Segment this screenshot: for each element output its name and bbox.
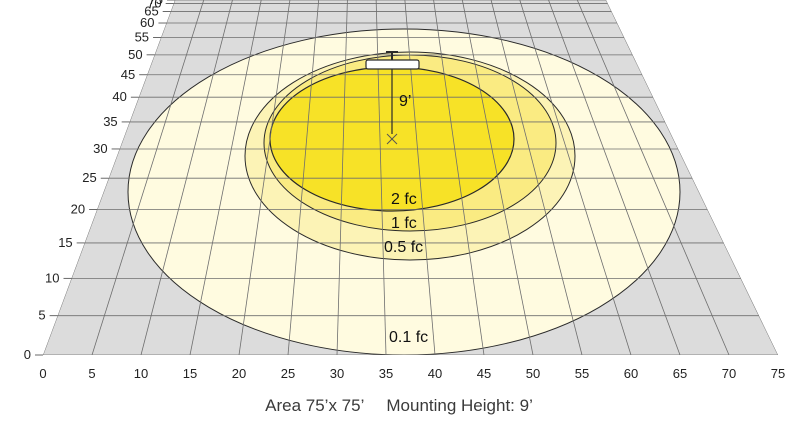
caption: Area 75’x 75’ Mounting Height: 9’ [0, 396, 804, 420]
grid-line-x-50 [461, 0, 534, 355]
y-tick-label: 5 [38, 308, 45, 323]
grid-line-x-30 [336, 0, 348, 355]
y-tick-label: 75 [149, 0, 163, 7]
grid-line-x-0 [43, 0, 176, 355]
x-tick-label: 0 [39, 366, 46, 381]
y-tick-marks [35, 0, 175, 356]
x-tick-label: 40 [428, 366, 442, 381]
grid-line-x-70 [576, 0, 730, 355]
y-tick-label: 50 [128, 47, 142, 62]
x-tick-label: 65 [673, 366, 687, 381]
y-tick-label: 70 [147, 0, 161, 11]
grid-line-x-65 [548, 0, 681, 355]
x-tick-label: 20 [232, 366, 246, 381]
x-tick-label: 30 [330, 366, 344, 381]
x-tick-label: 5 [88, 366, 95, 381]
x-tick-label: 25 [281, 366, 295, 381]
x-tick-label: 45 [477, 366, 491, 381]
contour-label-0-1fc: 0.1 fc [389, 329, 428, 346]
grid-line-x-10 [140, 0, 233, 355]
y-tick-label: 30 [93, 141, 107, 156]
contour-label-2fc: 2 fc [391, 191, 417, 208]
aim-point-marker [386, 133, 398, 145]
x-tick-label: 55 [575, 366, 589, 381]
x-tick-label: 50 [526, 366, 540, 381]
x-tick-label: 15 [183, 366, 197, 381]
y-tick-label: 60 [140, 15, 154, 30]
fixture-icon [365, 51, 420, 70]
y-tick-label: 45 [121, 67, 135, 82]
grid-line-x-45 [433, 0, 485, 355]
x-tick-label: 75 [771, 366, 785, 381]
grid-line-x-40 [404, 0, 436, 355]
y-tick-label: 15 [58, 235, 72, 250]
caption-mounting-height: Mounting Height: 9’ [386, 396, 533, 415]
y-tick-label: 40 [112, 89, 126, 104]
grid-lines [43, 0, 778, 355]
x-tick-label: 35 [379, 366, 393, 381]
contour-label-0-5fc: 0.5 fc [384, 239, 423, 256]
x-tick-label: 70 [722, 366, 736, 381]
y-tick-label: 25 [82, 170, 96, 185]
y-tick-label: 55 [135, 30, 149, 45]
y-tick-label: 20 [71, 202, 85, 217]
grid-line-x-5 [91, 0, 205, 355]
contour-label-1fc: 1 fc [391, 215, 417, 232]
grid-line-x-15 [189, 0, 262, 355]
y-tick-label: 35 [103, 114, 117, 129]
y-tick-label: 10 [45, 270, 59, 285]
y-tick-label: 65 [144, 4, 158, 19]
x-tick-label: 60 [624, 366, 638, 381]
x-tick-labels: 0 5 10 15 20 25 30 35 40 45 50 55 60 65 70 75 [39, 366, 785, 381]
y-tick-label: 0 [24, 347, 31, 362]
x-tick-label: 10 [134, 366, 148, 381]
grid-line-x-60 [519, 0, 632, 355]
caption-area: Area 75’x 75’ [265, 396, 365, 415]
grid-line-x-35 [375, 0, 387, 355]
grid-line-x-25 [287, 0, 320, 355]
grid-line-x-55 [490, 0, 583, 355]
mounting-height-label: 9’ [399, 93, 411, 110]
grid-line-x-20 [238, 0, 291, 355]
